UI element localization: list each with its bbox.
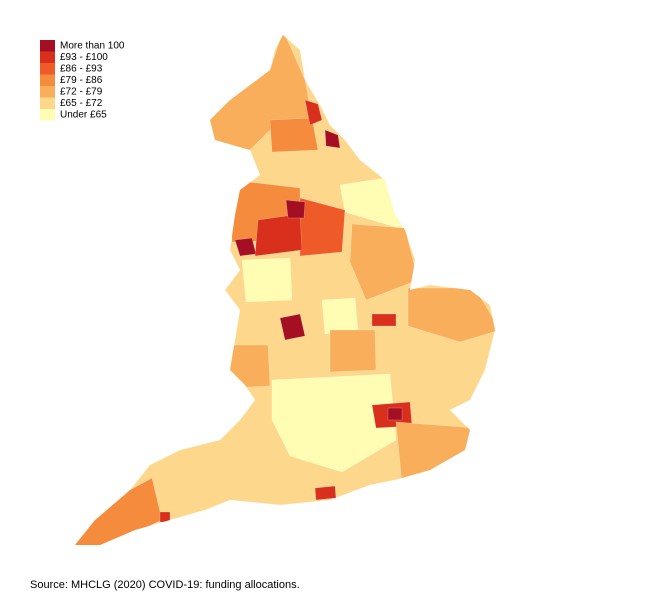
region — [225, 344, 271, 389]
region — [349, 223, 419, 301]
legend-swatch — [40, 74, 55, 86]
region — [314, 485, 337, 501]
legend-label: £86 - £93 — [60, 64, 103, 75]
legend-swatch — [40, 63, 55, 75]
region — [329, 329, 377, 373]
region — [269, 117, 319, 153]
legend-swatch — [40, 109, 55, 121]
legend-swatch — [40, 86, 55, 98]
legend-label: More than 100 — [60, 41, 125, 52]
legend-label: £65 - £72 — [60, 98, 103, 109]
region — [279, 313, 306, 341]
map — [74, 34, 496, 546]
source: Source: MHCLG (2020) COVID-19: funding a… — [30, 579, 300, 591]
legend-label: £72 - £79 — [60, 87, 103, 98]
legend-label: £93 - £100 — [60, 52, 108, 63]
region — [241, 257, 293, 303]
region — [387, 407, 403, 421]
legend-label: Under £65 — [60, 110, 107, 121]
region — [234, 237, 257, 257]
legend-swatch — [40, 40, 55, 52]
region — [324, 129, 341, 149]
region — [254, 213, 303, 257]
region — [75, 477, 163, 545]
legend: More than 100£93 - £100£86 - £93£79 - £8… — [40, 40, 125, 121]
legend-swatch — [40, 51, 55, 63]
legend-label: £79 - £86 — [60, 75, 103, 86]
region — [321, 297, 359, 335]
region — [285, 199, 306, 219]
region — [371, 313, 397, 327]
legend-swatch — [40, 97, 55, 109]
region — [395, 421, 476, 485]
region — [271, 373, 397, 473]
region — [304, 99, 323, 126]
